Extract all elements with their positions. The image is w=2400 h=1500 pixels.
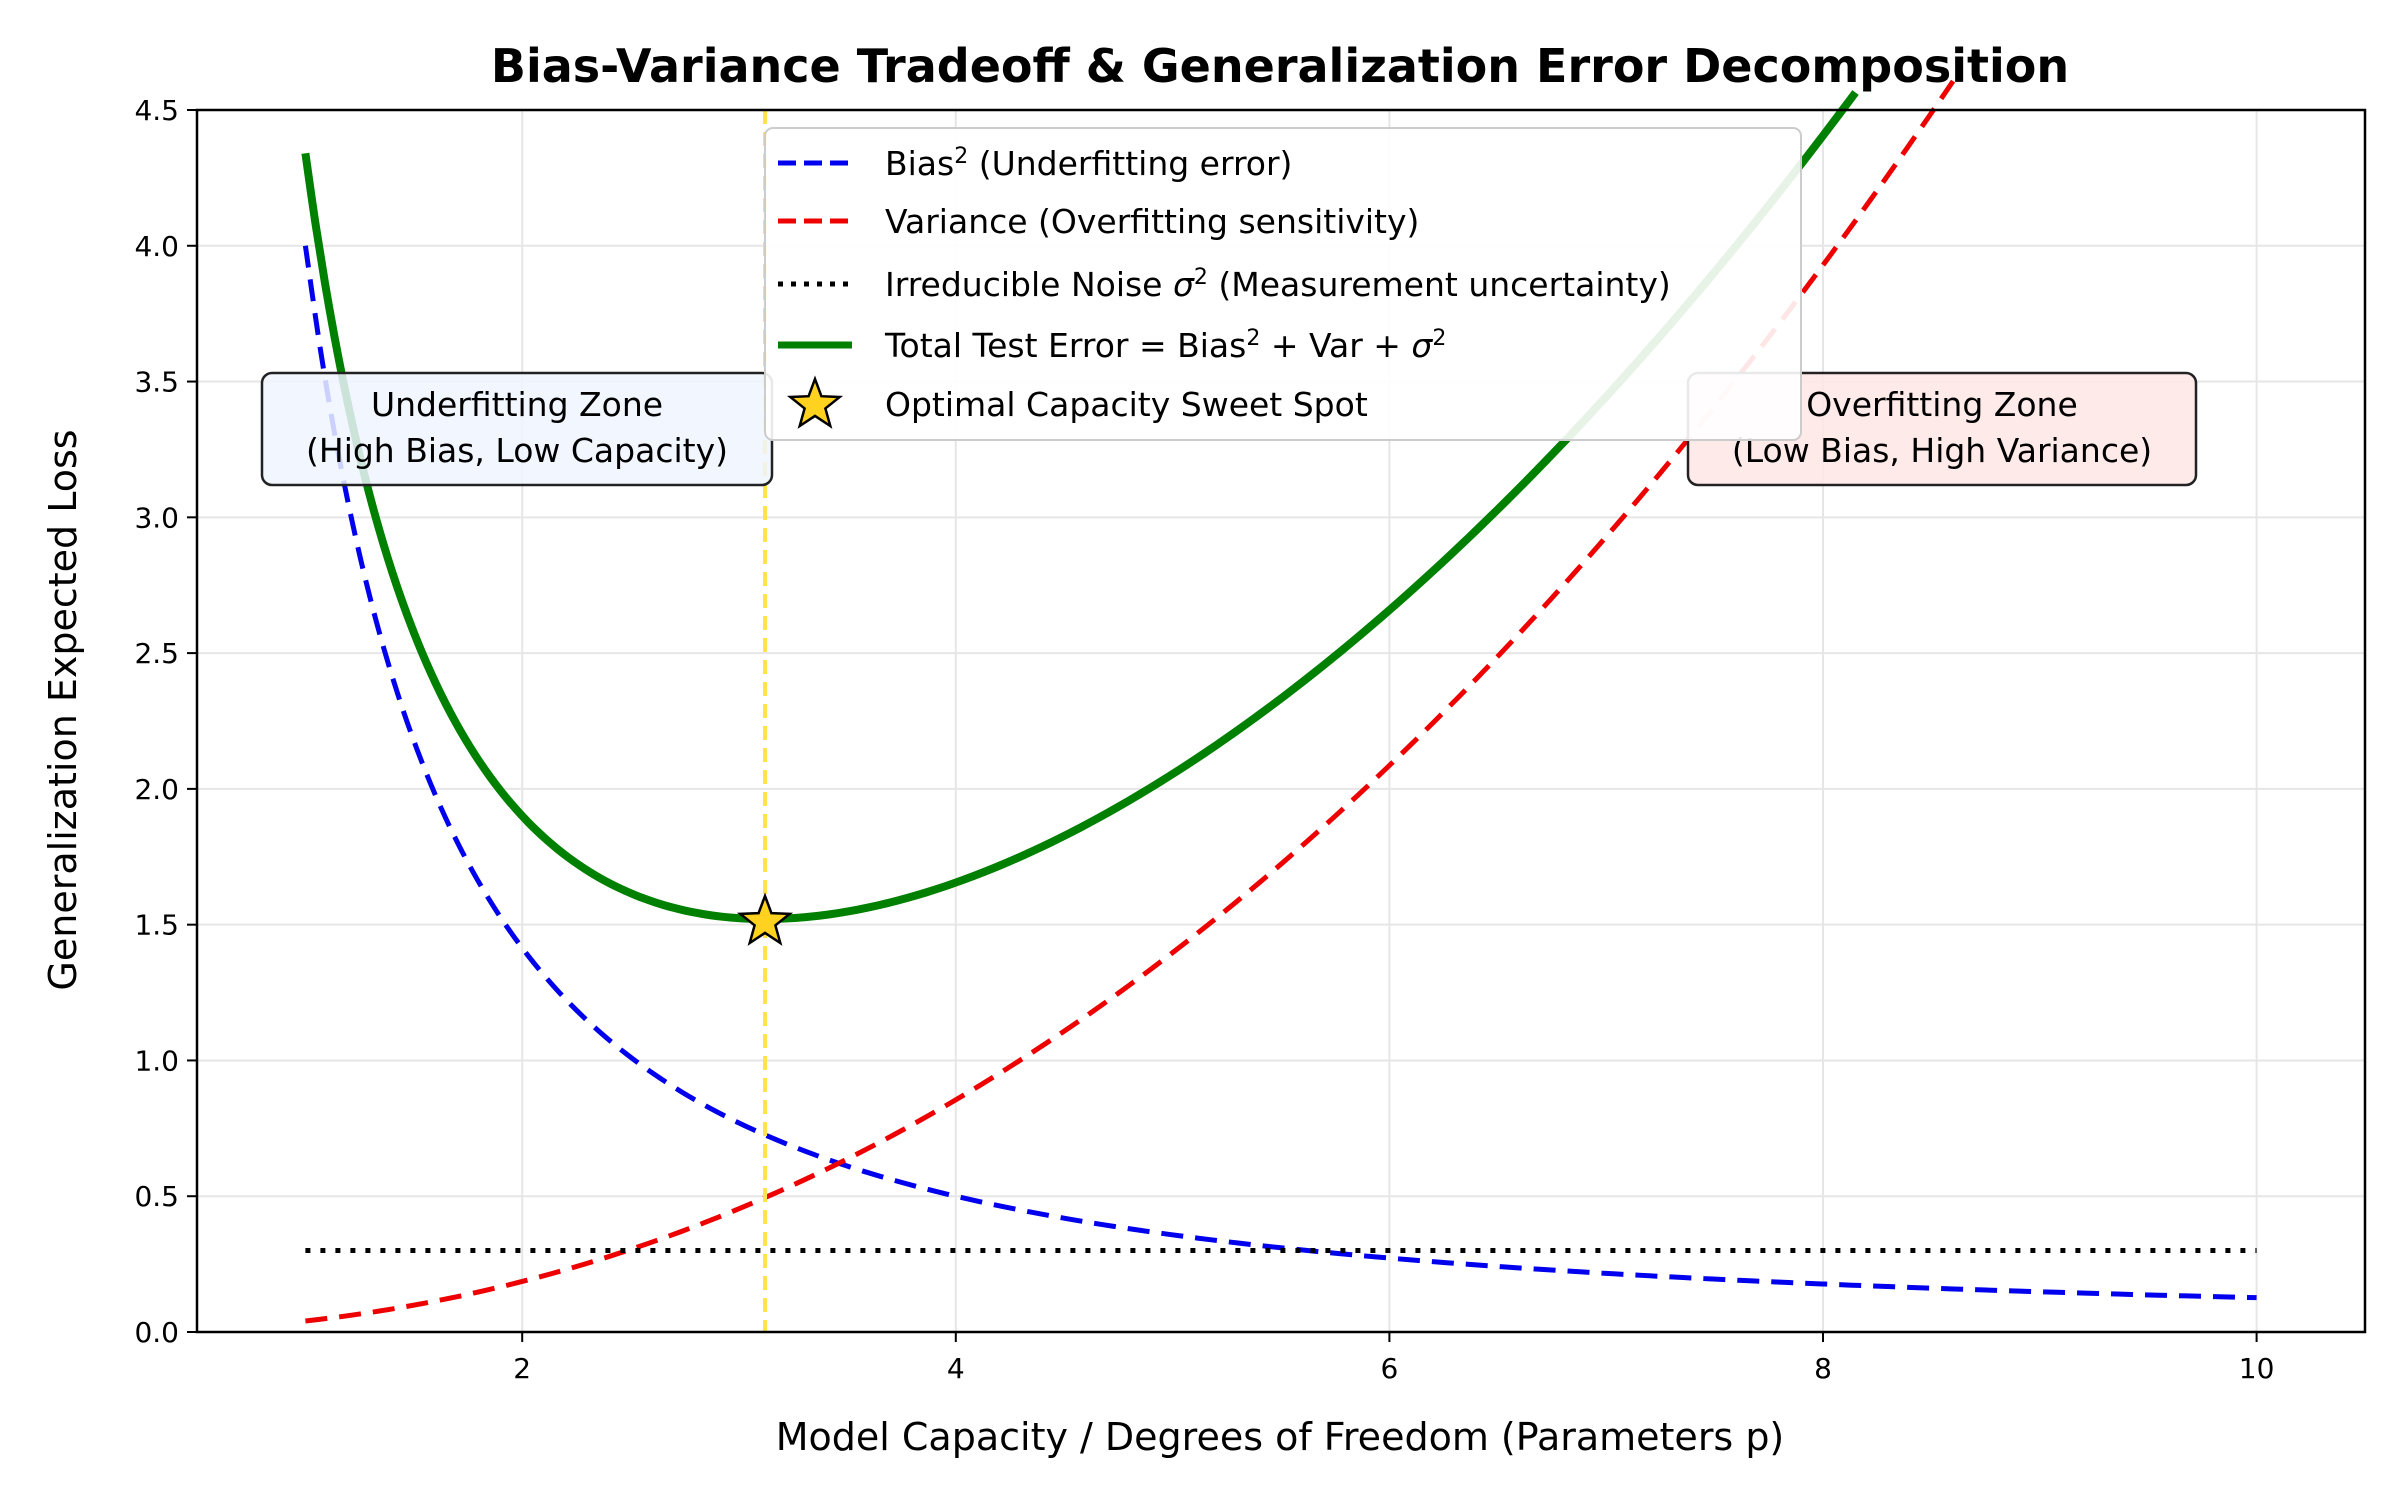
x-tick-label: 10 — [2239, 1352, 2275, 1385]
y-tick-label: 2.5 — [134, 637, 179, 670]
y-tick-label: 1.0 — [134, 1044, 179, 1077]
variance-curve — [305, 79, 1956, 1324]
legend-swatch-star — [786, 375, 844, 429]
overfitting-zone-subtitle: (Low Bias, High Variance) — [1732, 431, 2152, 470]
y-tick-label: 3.0 — [134, 501, 179, 534]
plot-frame — [195, 108, 2367, 1334]
y-tick-label: 0.0 — [134, 1316, 179, 1349]
underfitting-zone-subtitle: (High Bias, Low Capacity) — [306, 431, 728, 470]
legend-label-noise: Irreducible Noise σ2 (Measurement uncert… — [885, 265, 1671, 304]
y-tick-label: 1.5 — [134, 909, 179, 942]
x-tick-label: 8 — [1814, 1352, 1832, 1385]
y-tick-label: 3.5 — [134, 366, 179, 399]
y-tick-label: 2.0 — [134, 773, 179, 806]
x-tick-label: 2 — [513, 1352, 531, 1385]
y-axis-label: Generalization Expected Loss — [41, 429, 85, 990]
underfitting-zone-annotation: Underfitting Zone (High Bias, Low Capaci… — [260, 371, 774, 487]
chart-title: Bias-Variance Tradeoff & Generalization … — [491, 39, 2069, 93]
x-axis-label: Model Capacity / Degrees of Freedom (Par… — [776, 1415, 1785, 1459]
x-tick-label: 6 — [1380, 1352, 1398, 1385]
y-tick-label: 4.0 — [134, 230, 179, 263]
x-tick-label: 4 — [947, 1352, 965, 1385]
overfitting-zone-title: Overfitting Zone — [1806, 385, 2078, 424]
legend-label-variance: Variance (Overfitting sensitivity) — [885, 202, 1419, 241]
legend-label-bias: Bias2 (Underfitting error) — [885, 144, 1292, 183]
legend-label-optimal: Optimal Capacity Sweet Spot — [885, 385, 1368, 424]
legend-label-total: Total Test Error = Bias2 + Var + σ2 — [884, 326, 1446, 365]
overfitting-zone-annotation: Overfitting Zone (Low Bias, High Varianc… — [1686, 371, 2198, 487]
axis-ticks: 2 4 6 8 10 0.0 0.5 1.0 1.5 2.0 2.5 3.0 3.5 4.0 4.5 — [134, 94, 2274, 1385]
legend-box — [764, 127, 1802, 441]
y-tick-label: 4.5 — [134, 94, 179, 127]
underfitting-zone-title: Underfitting Zone — [371, 385, 663, 424]
bias-curve — [302, 245, 2257, 1301]
optimal-star-marker — [736, 892, 794, 946]
legend: Bias2 (Underfitting error) Variance (Ove… — [764, 127, 1802, 441]
y-tick-label: 0.5 — [134, 1180, 179, 1213]
